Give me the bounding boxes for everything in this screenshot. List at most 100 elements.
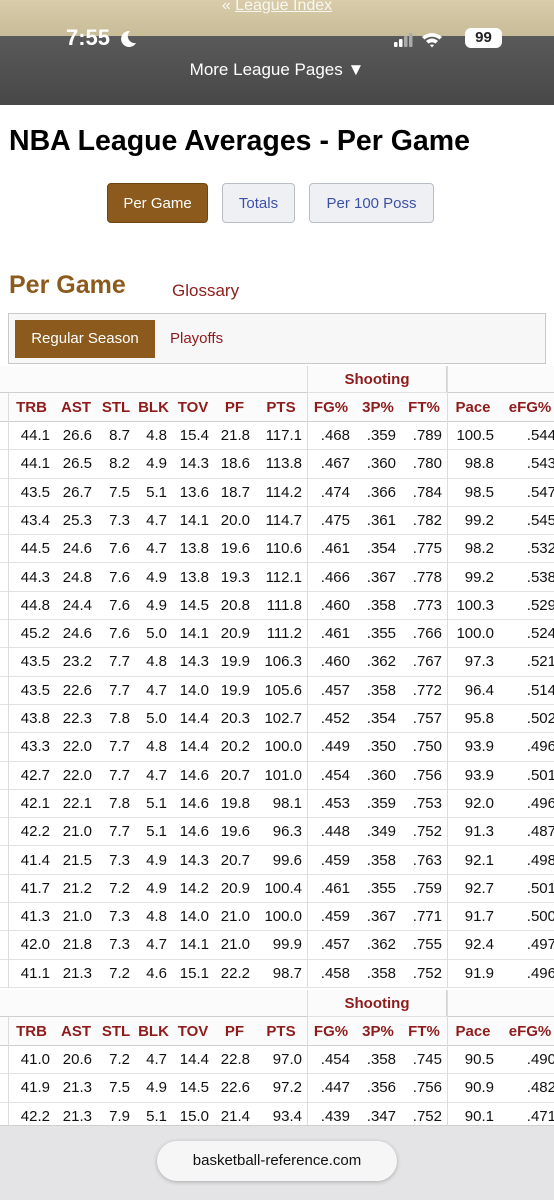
table-cell: 7.6 <box>97 535 135 564</box>
table-cell: 111.2 <box>255 620 307 649</box>
table-cell: 97.0 <box>255 1046 307 1075</box>
column-header: BLK <box>135 393 172 422</box>
column-header: FT% <box>401 393 447 422</box>
row-edge <box>0 960 8 988</box>
table-cell: .358 <box>355 677 401 705</box>
table-cell: .449 <box>307 733 355 762</box>
table-cell: .532 <box>499 535 554 564</box>
table-cell: 20.9 <box>214 875 255 904</box>
table-cell: 7.8 <box>97 705 135 734</box>
table-cell: 19.9 <box>214 677 255 705</box>
table-cell: 42.1 <box>8 790 55 819</box>
table-cell: 4.6 <box>135 960 172 988</box>
tab-regular-season[interactable]: Regular Season <box>15 320 155 358</box>
table-cell: .756 <box>401 1074 447 1103</box>
table-cell: .354 <box>355 705 401 734</box>
table-cell: 43.3 <box>8 733 55 762</box>
table-cell: .782 <box>401 507 447 536</box>
table-cell: 44.5 <box>8 535 55 564</box>
table-cell: 5.1 <box>135 818 172 847</box>
table-cell: 44.1 <box>8 450 55 479</box>
table-cell: 13.8 <box>172 564 214 592</box>
table-cell: .544 <box>499 422 554 451</box>
table-cell: 114.7 <box>255 507 307 536</box>
table-cell: 43.5 <box>8 479 55 507</box>
column-header: 3P% <box>355 1017 401 1046</box>
table-cell: 7.2 <box>97 1046 135 1075</box>
table-cell: 43.5 <box>8 677 55 705</box>
url-bar[interactable]: basketball-reference.com <box>157 1141 397 1181</box>
table-cell: 42.7 <box>8 762 55 790</box>
table-cell: .775 <box>401 535 447 564</box>
column-header: Pace <box>447 1017 499 1046</box>
row-edge <box>0 592 8 621</box>
column-header: BLK <box>135 1017 172 1046</box>
group-header: Shooting <box>307 366 447 393</box>
table-cell: .461 <box>307 875 355 904</box>
button-per-100[interactable]: Per 100 Poss <box>309 183 434 223</box>
table-cell: .498 <box>499 847 554 875</box>
table-cell: 44.1 <box>8 422 55 451</box>
table-cell: .457 <box>307 677 355 705</box>
table-cell: 7.6 <box>97 620 135 649</box>
column-header: PF <box>214 393 255 422</box>
moon-icon <box>121 30 136 47</box>
table-cell: 14.3 <box>172 648 214 677</box>
table-cell: 99.2 <box>447 564 499 592</box>
table-cell: 7.7 <box>97 648 135 677</box>
table-cell: .454 <box>307 762 355 790</box>
page-title: NBA League Averages - Per Game <box>9 125 470 157</box>
table-cell: 14.5 <box>172 1074 214 1103</box>
table-cell: .789 <box>401 422 447 451</box>
table-cell: 97.2 <box>255 1074 307 1103</box>
table-cell: 90.9 <box>447 1074 499 1103</box>
table-cell: 25.3 <box>55 507 97 536</box>
table-cell: 14.4 <box>172 1046 214 1075</box>
table-cell: .547 <box>499 479 554 507</box>
table-cell: 41.4 <box>8 847 55 875</box>
league-index-link[interactable]: League Index <box>235 0 333 14</box>
table-cell: 7.7 <box>97 677 135 705</box>
table-cell: 22.1 <box>55 790 97 819</box>
table-cell: 20.6 <box>55 1046 97 1075</box>
table-cell: .354 <box>355 535 401 564</box>
status-time: 7:55 <box>66 25 111 50</box>
table-cell: .461 <box>307 535 355 564</box>
table-cell: 4.7 <box>135 931 172 960</box>
table-cell: .361 <box>355 507 401 536</box>
table-cell: 113.8 <box>255 450 307 479</box>
more-pages-menu[interactable]: More League Pages ▼ <box>189 60 365 79</box>
table-cell: 19.9 <box>214 648 255 677</box>
table-cell: .447 <box>307 1074 355 1103</box>
table-cell: 44.3 <box>8 564 55 592</box>
table-cell: 22.6 <box>55 677 97 705</box>
column-header: TOV <box>172 1017 214 1046</box>
table-cell: 21.8 <box>55 931 97 960</box>
button-totals[interactable]: Totals <box>222 183 295 223</box>
tab-playoffs[interactable]: Playoffs <box>170 330 224 347</box>
table-cell: .755 <box>401 931 447 960</box>
row-edge <box>0 535 8 564</box>
button-per-game[interactable]: Per Game <box>107 183 208 223</box>
table-cell: .763 <box>401 847 447 875</box>
table-cell: .521 <box>499 648 554 677</box>
row-edge <box>0 564 8 592</box>
table-cell: .752 <box>401 960 447 988</box>
table-cell: 4.7 <box>135 677 172 705</box>
table-cell: .496 <box>499 960 554 988</box>
table-cell: 7.6 <box>97 564 135 592</box>
table-cell: 20.8 <box>214 592 255 621</box>
table-cell: .461 <box>307 620 355 649</box>
glossary-link[interactable]: Glossary <box>172 281 240 300</box>
table-cell: 21.0 <box>214 903 255 932</box>
table-cell: .366 <box>355 479 401 507</box>
row-edge <box>0 903 8 932</box>
table-cell: 92.0 <box>447 790 499 819</box>
table-cell: 21.0 <box>214 931 255 960</box>
group-header: Shooting <box>307 990 447 1017</box>
column-separator <box>307 366 308 988</box>
table-cell: .459 <box>307 903 355 932</box>
column-header: PF <box>214 1017 255 1046</box>
row-edge <box>0 1074 8 1103</box>
table-cell: 14.1 <box>172 931 214 960</box>
